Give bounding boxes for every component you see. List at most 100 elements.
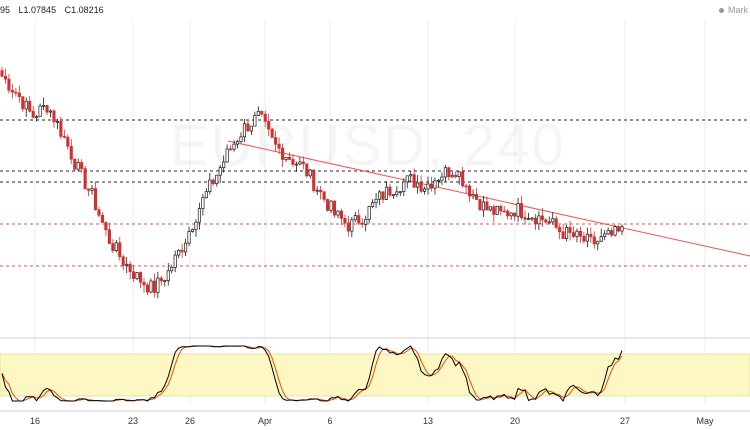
status-dot-icon [719,8,724,14]
candle-body-13 [45,105,49,113]
candle-body-48 [166,270,170,281]
candle-body-0 [0,70,4,77]
candle-body-54 [187,231,191,244]
candle-body-117 [405,175,409,183]
candle-body-33 [114,242,118,251]
candle-body-2 [7,78,11,91]
candle-body-139 [481,201,486,211]
candle-body-82 [284,156,288,160]
candle-body-123 [426,183,430,190]
candle-body-74 [256,110,260,116]
candle-body-94 [326,199,330,211]
candle-body-18 [62,135,66,138]
candle-body-79 [274,137,278,145]
candle-body-141 [488,206,492,211]
candle-body-118 [409,174,413,177]
candle-body-83 [287,156,292,160]
candle-body-12 [42,105,46,107]
candle-body-86 [298,161,302,165]
x-tick-label: 23 [128,416,138,426]
candle-body-156 [540,215,544,221]
candle-body-128 [443,167,447,178]
candle-body-57 [197,208,201,223]
candle-body-132 [457,171,461,178]
candle-body-15 [52,110,56,123]
candle-body-145 [502,210,506,213]
candle-body-89 [308,169,312,177]
candle-body-95 [329,200,333,211]
candle-body-167 [578,230,582,237]
candle-body-121 [419,182,423,192]
candle-body-111 [384,186,389,200]
candle-body-45 [156,277,160,293]
candle-body-70 [242,123,247,138]
candle-body-91 [315,189,319,192]
candle-body-6 [21,96,25,110]
candle-body-39 [135,272,139,279]
candle-body-179 [620,226,624,232]
candle-body-122 [423,188,427,192]
candle-body-110 [381,191,385,200]
candle-body-60 [208,179,212,192]
candle-body-149 [516,203,520,217]
candle-body-1 [3,75,8,80]
candle-body-152 [526,218,531,220]
x-tick-label: 6 [327,416,332,426]
candle-body-26 [90,188,94,191]
candle-body-161 [558,227,562,233]
candle-body-73 [253,115,257,127]
market-status: Mark [719,5,748,15]
candle-body-171 [592,236,596,245]
candle-body-55 [190,229,195,232]
candle-body-138 [478,199,482,211]
candle-body-151 [523,217,527,220]
candle-body-44 [152,280,156,293]
candle-body-131 [454,174,458,178]
candle-body-59 [204,191,208,199]
candle-body-21 [73,158,77,170]
candle-body-137 [474,194,479,200]
candle-body-147 [509,212,513,217]
x-tick-label: 13 [423,416,433,426]
candle-body-115 [398,191,402,193]
candle-body-29 [100,214,104,223]
candle-body-114 [395,191,399,195]
candle-body-106 [367,206,371,220]
ohlc-close: C1.08216 [64,5,104,15]
candle-body-169 [585,233,589,242]
candle-body-136 [471,194,475,197]
candle-body-146 [506,210,510,217]
stoch-k-line [1,345,623,403]
candle-body-64 [222,161,226,169]
candle-body-58 [201,197,205,210]
x-tick-label: 27 [620,416,630,426]
candle-body-52 [180,249,184,253]
candle-body-102 [353,215,357,221]
candle-body-142 [492,206,496,215]
candle-body-144 [499,205,503,212]
candle-body-153 [530,217,534,220]
candle-body-31 [107,229,111,244]
candle-body-38 [132,271,136,279]
candle-body-78 [270,128,274,138]
candle-body-96 [332,200,337,216]
candle-body-62 [215,174,219,184]
candle-body-148 [513,212,517,217]
candle-body-19 [66,136,70,147]
candle-body-11 [38,105,42,118]
candle-body-178 [616,226,621,232]
candle-body-92 [319,189,323,193]
candle-body-104 [360,222,364,225]
candle-body-28 [97,209,101,216]
candle-body-67 [232,143,236,150]
candle-body-157 [544,219,548,223]
candle-body-53 [184,242,188,253]
x-tick-label: 26 [185,416,195,426]
candle-body-66 [229,148,233,151]
candle-body-22 [76,162,80,170]
candle-body-36 [125,263,129,266]
candle-body-93 [322,191,326,200]
candle-body-158 [547,221,551,224]
candle-body-119 [412,174,416,188]
